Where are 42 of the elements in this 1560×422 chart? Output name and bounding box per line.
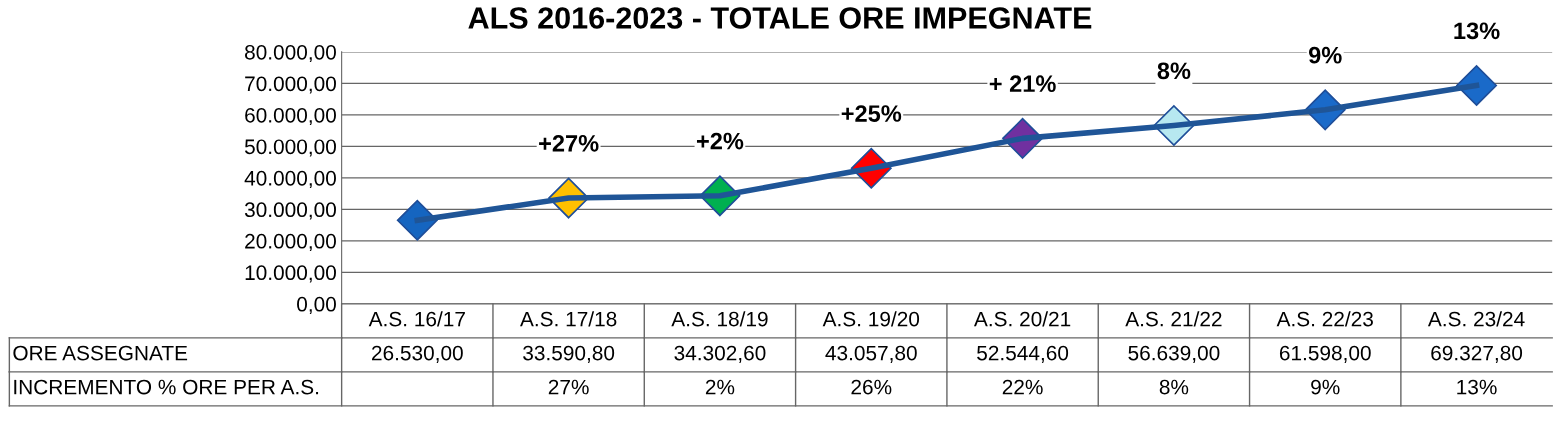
text: 8%	[1159, 379, 1189, 395]
y-tick-label: 50.000,00	[244, 139, 336, 157]
annotation: +25%	[841, 105, 902, 122]
annotation: 13%	[1454, 22, 1500, 40]
y-tick-label: 80.000,00	[245, 44, 336, 63]
y-tick-label: 40.000,00	[244, 170, 336, 189]
x-tick-label: A.S. 23/24	[1427, 311, 1525, 327]
data-label: 34.302,60	[674, 345, 766, 363]
text: 2%	[705, 379, 735, 395]
x-tick-label: A.S. 20/21	[973, 311, 1071, 327]
x-tick-label: A.S. 16/17	[368, 311, 465, 327]
annotation: 8%	[1157, 62, 1191, 80]
data-label: 33.590,80	[523, 345, 615, 363]
data-label: 52.544,60	[977, 345, 1069, 363]
data-label: 69.327,80	[1431, 345, 1523, 363]
x-tick-label: A.S. 21/22	[1125, 311, 1222, 327]
y-tick-label: 20.000,00	[245, 233, 336, 252]
data-label: 43.057,80	[825, 345, 917, 363]
y-tick-label: 10.000,00	[245, 265, 336, 283]
x-tick-label: A.S. 18/19	[671, 311, 768, 327]
text: 22%	[1002, 379, 1043, 395]
annotation: +2%	[696, 132, 744, 150]
x-tick-label: A.S. 22/23	[1276, 311, 1373, 327]
annotation: +27%	[539, 135, 599, 152]
data-label: 26.530,00	[372, 345, 463, 363]
data-label: 56.639,00	[1128, 345, 1220, 363]
text: 9%	[1311, 379, 1340, 395]
y-tick-label: 0,00	[297, 296, 336, 315]
text: 26%	[851, 379, 892, 395]
text: ORE ASSEGNATE	[13, 345, 188, 361]
text: INCREMENTO % ORE PER A.S.	[14, 379, 319, 395]
annotation: 9%	[1308, 46, 1342, 64]
text: 13%	[1457, 379, 1497, 395]
y-tick-label: 70.000,00	[245, 76, 336, 94]
x-tick-label: A.S. 19/20	[822, 311, 920, 327]
chart-title: ALS 2016-2023 - TOTALE ORE IMPEGNATE	[468, 7, 1092, 29]
text: 27%	[548, 379, 589, 395]
y-tick-label: 60.000,00	[245, 107, 336, 126]
x-tick-label: A.S. 17/18	[520, 311, 617, 327]
data-label: 61.598,00	[1279, 345, 1371, 363]
annotation: + 21%	[989, 75, 1056, 92]
y-tick-label: 30.000,00	[244, 202, 336, 220]
